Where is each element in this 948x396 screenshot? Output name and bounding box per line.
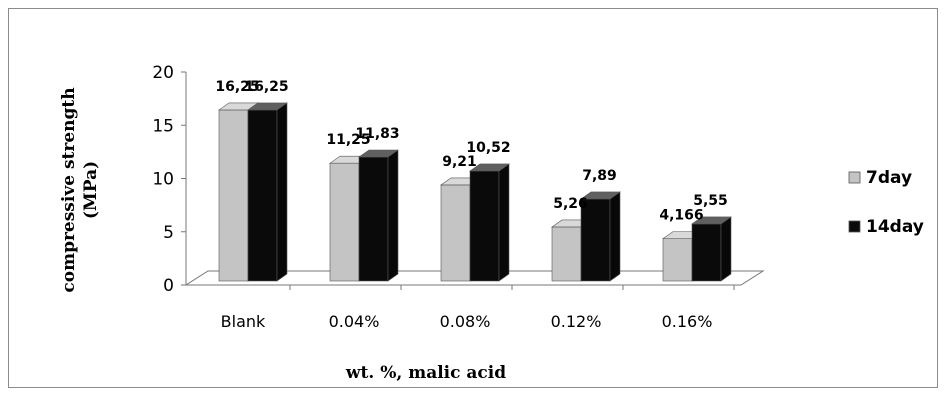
bar-side-face: [720, 216, 732, 282]
bar-14day-4: [691, 216, 732, 282]
bar-front-face: [691, 223, 722, 282]
bar-front-face: [329, 162, 360, 282]
y-axis-title: compressive strength (MPa): [59, 87, 101, 292]
data-label-7day: 16,25: [215, 79, 259, 95]
y-axis: 0 5 10 15 20: [152, 63, 187, 296]
y-tick-label: 20: [152, 63, 174, 83]
legend-label-14day: 14day: [866, 217, 924, 237]
bar-front-face: [580, 198, 611, 282]
x-category-label: Blank: [221, 312, 266, 331]
bar-top-face: [247, 102, 288, 111]
y-tick-label: 5: [163, 223, 174, 243]
legend: 7day 14day: [848, 168, 924, 237]
bars: [218, 102, 732, 282]
data-label-14day: 10,52: [466, 140, 510, 156]
data-label-7day: 5,26: [553, 196, 588, 212]
bar-top-face: [691, 216, 732, 225]
bar-14day-3: [580, 191, 621, 282]
data-label-14day: 5,55: [693, 193, 728, 209]
axis-titles: wt. %, malic acid compressive strength (MP…: [59, 87, 506, 383]
x-category-label: 0.12%: [551, 312, 602, 331]
x-category-label: 0.04%: [329, 312, 380, 331]
bar-side-face: [498, 163, 510, 282]
data-label-7day: 4,166: [659, 208, 703, 224]
bar-front-face: [662, 238, 693, 282]
bar-front-face: [218, 109, 249, 282]
x-category-label: 0.16%: [662, 312, 713, 331]
bar-top-face: [580, 191, 621, 200]
legend-swatch-7day: [848, 171, 861, 184]
bar-side-face: [276, 102, 288, 282]
x-axis-title: wt. %, malic acid: [345, 363, 506, 383]
data-label-7day: 9,21: [442, 154, 477, 170]
bar-14day-0: [247, 102, 288, 282]
bar-front-face: [551, 226, 582, 282]
bar-front-face: [247, 109, 278, 282]
y-tick-label: 0: [163, 276, 174, 296]
bar-front-face: [358, 156, 389, 282]
bar-side-face: [387, 149, 399, 282]
bar-top-face: [358, 149, 399, 158]
x-axis-categories: Blank 0.04% 0.08% 0.12% 0.16%: [221, 285, 735, 331]
bar-front-face: [469, 170, 500, 282]
x-category-label: 0.08%: [440, 312, 491, 331]
bar-14day-2: [469, 163, 510, 282]
bar-front-face: [440, 184, 471, 282]
y-axis-title-line: (MPa): [81, 161, 101, 219]
data-label-7day: 11,25: [326, 132, 370, 148]
y-axis-title-line: compressive strength: [59, 87, 79, 292]
legend-label-7day: 7day: [866, 168, 912, 188]
bar-side-face: [609, 191, 621, 282]
data-label-14day: 11,83: [355, 126, 399, 142]
bar-top-face: [469, 163, 510, 172]
y-tick-label: 15: [152, 116, 174, 136]
y-tick-label: 10: [152, 170, 174, 190]
bar-14day-1: [358, 149, 399, 282]
data-label-14day: 16,25: [244, 79, 288, 95]
legend-swatch-14day: [848, 220, 861, 233]
data-label-14day: 7,89: [582, 168, 617, 184]
